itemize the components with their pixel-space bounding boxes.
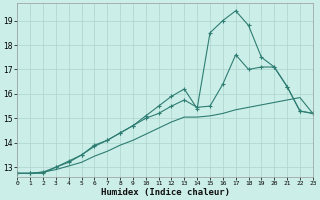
X-axis label: Humidex (Indice chaleur): Humidex (Indice chaleur): [100, 188, 229, 197]
